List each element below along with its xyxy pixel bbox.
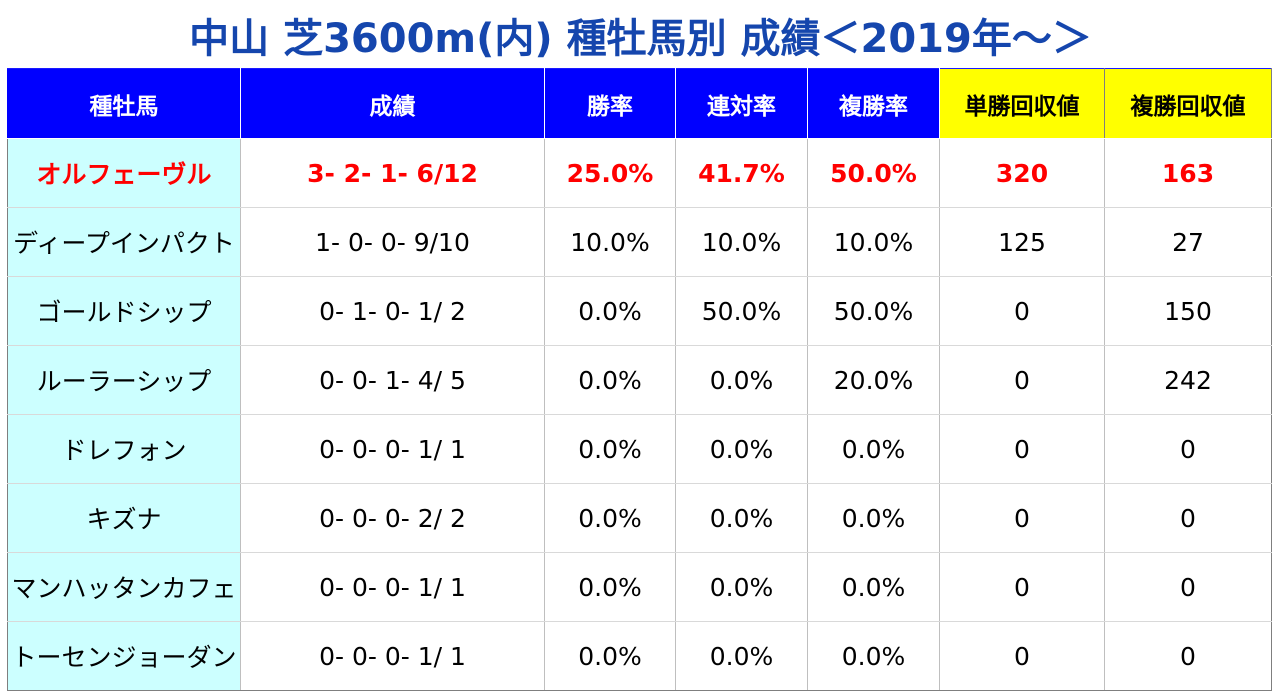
column-header-win-rate: 勝率 <box>544 68 676 139</box>
cell-place-rate: 50.0% <box>807 138 940 208</box>
cell-quinella-rate: 10.0% <box>675 207 808 277</box>
cell-win-rate: 10.0% <box>544 207 676 277</box>
cell-sire: マンハッタンカフェ <box>7 552 241 622</box>
cell-win-return: 0 <box>939 276 1105 346</box>
cell-win-rate: 0.0% <box>544 552 676 622</box>
column-header-place-return: 複勝回収値 <box>1104 68 1272 139</box>
table-row: マンハッタンカフェ 0- 0- 0- 1/ 1 0.0% 0.0% 0.0% 0 0 <box>7 552 1272 622</box>
cell-record: 0- 0- 0- 1/ 1 <box>240 621 545 691</box>
cell-place-rate: 50.0% <box>807 276 940 346</box>
cell-place-rate: 0.0% <box>807 621 940 691</box>
cell-place-return: 242 <box>1104 345 1272 415</box>
table-row: ドレフォン 0- 0- 0- 1/ 1 0.0% 0.0% 0.0% 0 0 <box>7 414 1272 484</box>
cell-sire: ディープインパクト <box>7 207 241 277</box>
cell-record: 3- 2- 1- 6/12 <box>240 138 545 208</box>
cell-sire: オルフェーヴル <box>7 138 241 208</box>
table-row: ディープインパクト 1- 0- 0- 9/10 10.0% 10.0% 10.0% 125… <box>7 207 1272 277</box>
table-row: オルフェーヴル 3- 2- 1- 6/12 25.0% 41.7% 50.0% 320 16… <box>7 138 1272 208</box>
cell-sire: キズナ <box>7 483 241 553</box>
cell-win-rate: 25.0% <box>544 138 676 208</box>
cell-win-rate: 0.0% <box>544 621 676 691</box>
cell-win-rate: 0.0% <box>544 345 676 415</box>
page-title: 中山 芝3600m(内) 種牡馬別 成績＜2019年～＞ <box>189 16 1092 62</box>
cell-win-rate: 0.0% <box>544 483 676 553</box>
cell-quinella-rate: 0.0% <box>675 483 808 553</box>
table-row: キズナ 0- 0- 0- 2/ 2 0.0% 0.0% 0.0% 0 0 <box>7 483 1272 553</box>
cell-win-return: 320 <box>939 138 1105 208</box>
cell-record: 0- 0- 0- 1/ 1 <box>240 552 545 622</box>
cell-win-return: 125 <box>939 207 1105 277</box>
cell-record: 0- 1- 0- 1/ 2 <box>240 276 545 346</box>
cell-quinella-rate: 0.0% <box>675 345 808 415</box>
cell-record: 1- 0- 0- 9/10 <box>240 207 545 277</box>
cell-place-rate: 20.0% <box>807 345 940 415</box>
cell-win-rate: 0.0% <box>544 414 676 484</box>
cell-place-return: 163 <box>1104 138 1272 208</box>
cell-quinella-rate: 0.0% <box>675 414 808 484</box>
cell-quinella-rate: 50.0% <box>675 276 808 346</box>
cell-record: 0- 0- 0- 2/ 2 <box>240 483 545 553</box>
cell-place-return: 0 <box>1104 552 1272 622</box>
column-header-win-return: 単勝回収値 <box>939 68 1105 139</box>
cell-sire: ルーラーシップ <box>7 345 241 415</box>
cell-place-return: 0 <box>1104 414 1272 484</box>
sire-stats-table: 種牡馬 成績 勝率 連対率 複勝率 単勝回収値 複勝回収値 オルフェーヴル 3- … <box>7 68 1272 691</box>
cell-place-rate: 0.0% <box>807 414 940 484</box>
table-row: トーセンジョーダン 0- 0- 0- 1/ 1 0.0% 0.0% 0.0% 0 0 <box>7 621 1272 691</box>
cell-win-return: 0 <box>939 483 1105 553</box>
cell-quinella-rate: 0.0% <box>675 621 808 691</box>
cell-place-return: 0 <box>1104 621 1272 691</box>
table-row: ルーラーシップ 0- 0- 1- 4/ 5 0.0% 0.0% 20.0% 0 242 <box>7 345 1272 415</box>
table-row: ゴールドシップ 0- 1- 0- 1/ 2 0.0% 50.0% 50.0% 0 150 <box>7 276 1272 346</box>
column-header-sire: 種牡馬 <box>7 68 241 139</box>
cell-record: 0- 0- 1- 4/ 5 <box>240 345 545 415</box>
cell-place-rate: 10.0% <box>807 207 940 277</box>
cell-sire: トーセンジョーダン <box>7 621 241 691</box>
column-header-place-rate: 複勝率 <box>807 68 940 139</box>
column-header-record: 成績 <box>240 68 545 139</box>
cell-record: 0- 0- 0- 1/ 1 <box>240 414 545 484</box>
table-header-row: 種牡馬 成績 勝率 連対率 複勝率 単勝回収値 複勝回収値 <box>7 68 1272 139</box>
cell-win-return: 0 <box>939 414 1105 484</box>
cell-quinella-rate: 41.7% <box>675 138 808 208</box>
column-header-quinella-rate: 連対率 <box>675 68 808 139</box>
cell-win-return: 0 <box>939 345 1105 415</box>
cell-place-return: 150 <box>1104 276 1272 346</box>
cell-win-return: 0 <box>939 621 1105 691</box>
cell-place-return: 0 <box>1104 483 1272 553</box>
cell-place-rate: 0.0% <box>807 552 940 622</box>
cell-quinella-rate: 0.0% <box>675 552 808 622</box>
cell-place-rate: 0.0% <box>807 483 940 553</box>
cell-win-rate: 0.0% <box>544 276 676 346</box>
cell-place-return: 27 <box>1104 207 1272 277</box>
cell-sire: ゴールドシップ <box>7 276 241 346</box>
cell-win-return: 0 <box>939 552 1105 622</box>
cell-sire: ドレフォン <box>7 414 241 484</box>
